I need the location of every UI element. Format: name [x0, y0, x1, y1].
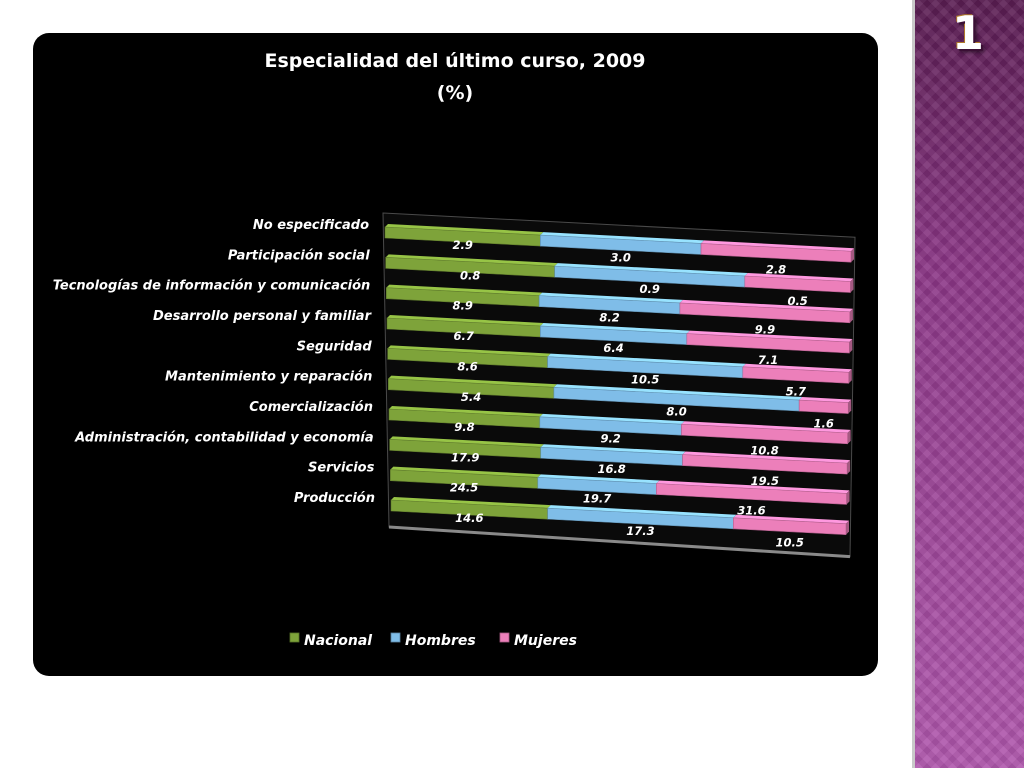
bar-nacional-servicios-top: [390, 466, 541, 478]
bar-nacional-participacion-social-top: [385, 254, 558, 267]
value-label-nacional-seguridad: 8.6: [457, 359, 477, 373]
chart-panel: Especialidad del último curso, 2009 (%) …: [33, 33, 878, 676]
value-label-hombres-administracion-contabilidad-y-economia: 16.8: [597, 462, 625, 476]
category-label-no-especificado: No especificado: [253, 218, 369, 233]
category-label-mantenimiento-y-reparacion: Mantenimiento y reparación: [165, 370, 372, 385]
bar-mujeres-seguridad-top: [742, 363, 852, 373]
side-decorative-stripe: [912, 0, 1024, 768]
bar-nacional-comercializacion-top: [389, 406, 543, 417]
value-label-hombres-desarrollo-personal-y-familiar: 6.4: [603, 341, 623, 355]
chart: Especialidad del último curso, 2009 (%) …: [53, 50, 856, 649]
bar-hombres-desarrollo-personal-y-familiar-top: [540, 322, 690, 334]
value-label-mujeres-administracion-contabilidad-y-economia: 19.5: [751, 474, 779, 488]
value-label-mujeres-desarrollo-personal-y-familiar: 7.1: [758, 353, 778, 367]
chart-title: Especialidad del último curso, 2009: [265, 50, 646, 72]
bar-mujeres-mantenimiento-y-reparacion-top: [799, 397, 852, 403]
bar-end-cap-administracion-contabilidad-y-economia: [847, 460, 851, 475]
bar-mujeres-desarrollo-personal-y-familiar-top: [686, 330, 853, 343]
legend-label-hombres: Hombres: [405, 633, 476, 649]
value-label-nacional-produccion: 14.6: [455, 511, 483, 525]
bar-hombres-seguridad-top: [547, 353, 746, 367]
value-label-nacional-tecnologias-de-informacion-y-comunicacion: 8.9: [453, 299, 473, 313]
value-label-hombres-produccion: 17.3: [626, 524, 654, 538]
bar-series-group: 2.9 3.0 2.8 0.8 0.9 0.5 8.9 8.2 9.9 6.7 6.4 7.1 8.6 1…: [384, 224, 854, 550]
bar-end-cap-seguridad: [848, 369, 852, 384]
bar-nacional-no-especificado-top: [385, 224, 544, 236]
legend: Nacional Hombres Mujeres: [289, 632, 577, 649]
bar-hombres-participacion-social-top: [554, 263, 748, 277]
plot-floor-edge: [388, 525, 851, 559]
legend-swatch-mujeres: [499, 632, 510, 643]
category-label-participacion-social: Participación social: [228, 248, 370, 263]
bar-end-cap-desarrollo-personal-y-familiar: [849, 339, 853, 354]
legend-label-nacional: Nacional: [304, 633, 372, 649]
bar-nacional-mantenimiento-y-reparacion-top: [388, 375, 557, 388]
bar-mujeres-produccion: [733, 517, 847, 535]
bar-nacional-desarrollo-personal-y-familiar-top: [387, 315, 544, 326]
bar-end-cap-tecnologias-de-informacion-y-comunicacion: [849, 308, 853, 323]
value-label-mujeres-comercializacion: 10.8: [750, 444, 778, 458]
bar-end-cap-no-especificado: [851, 248, 854, 263]
bar-end-cap-comercializacion: [847, 429, 851, 444]
bar-hombres-produccion-top: [547, 505, 737, 518]
value-label-hombres-participacion-social: 0.9: [640, 282, 660, 296]
slide-number: 1: [951, 6, 984, 60]
value-label-hombres-comercializacion: 9.2: [600, 432, 620, 446]
bar-hombres-comercializacion-top: [539, 413, 685, 425]
value-label-mujeres-tecnologias-de-informacion-y-comunicacion: 9.9: [755, 322, 775, 336]
value-label-hombres-servicios: 19.7: [583, 491, 611, 505]
bar-nacional-tecnologias-de-informacion-y-comunicacion-top: [386, 284, 543, 296]
value-label-nacional-participacion-social: 0.8: [460, 269, 480, 283]
bar-end-cap-participacion-social: [850, 278, 854, 293]
bar-hombres-no-especificado-top: [540, 232, 705, 244]
category-label-desarrollo-personal-y-familiar: Desarrollo personal y familiar: [153, 309, 373, 324]
legend-swatch-hombres: [390, 632, 401, 643]
value-label-hombres-no-especificado: 3.0: [610, 250, 630, 264]
value-label-nacional-administracion-contabilidad-y-economia: 17.9: [451, 450, 479, 464]
bar-mujeres-mantenimiento-y-reparacion: [798, 399, 849, 414]
bar-mujeres-servicios-top: [656, 480, 850, 494]
bar-nacional-seguridad-top: [387, 345, 551, 357]
bar-hombres-tecnologias-de-informacion-y-comunicacion-top: [539, 292, 683, 303]
category-label-seguridad: Seguridad: [297, 339, 373, 354]
legend-label-mujeres: Mujeres: [514, 633, 577, 649]
bar-end-cap-produccion: [846, 520, 849, 535]
chart-subtitle: (%): [437, 82, 473, 104]
bar-nacional-administracion-contabilidad-y-economia-top: [389, 436, 544, 448]
bar-end-cap-servicios: [846, 490, 850, 505]
value-label-hombres-seguridad: 10.5: [631, 373, 659, 387]
bar-hombres-mantenimiento-y-reparacion-top: [553, 384, 803, 401]
value-label-mujeres-produccion: 10.5: [775, 536, 803, 550]
bar-hombres-administracion-contabilidad-y-economia-top: [540, 444, 686, 455]
value-label-mujeres-servicios: 31.6: [737, 503, 765, 517]
bar-mujeres-produccion-top: [733, 514, 849, 524]
value-label-mujeres-mantenimiento-y-reparacion: 1.6: [814, 416, 834, 430]
category-label-produccion: Producción: [294, 491, 375, 506]
category-label-administracion-contabilidad-y-economia: Administración, contabilidad y economía: [74, 430, 374, 445]
value-label-mujeres-seguridad: 5.7: [786, 385, 806, 399]
bar-end-cap-mantenimiento-y-reparacion: [848, 399, 852, 414]
bar-mujeres-administracion-contabilidad-y-economia-top: [682, 451, 851, 464]
category-labels: No especificado Participación social Tecno…: [53, 218, 375, 506]
bar-mujeres-participacion-social-top: [744, 273, 854, 282]
legend-swatch-nacional: [289, 632, 300, 643]
value-label-nacional-desarrollo-personal-y-familiar: 6.7: [453, 329, 473, 343]
category-label-servicios: Servicios: [308, 461, 375, 476]
value-label-mujeres-participacion-social: 0.5: [787, 294, 807, 308]
value-label-nacional-servicios: 24.5: [450, 481, 478, 495]
bar-mujeres-tecnologias-de-informacion-y-comunicacion-top: [679, 299, 853, 312]
bar-mujeres-no-especificado-top: [701, 240, 854, 252]
value-label-nacional-mantenimiento-y-reparacion: 5.4: [461, 390, 481, 404]
value-label-hombres-tecnologias-de-informacion-y-comunicacion: 8.2: [599, 310, 619, 324]
value-label-hombres-mantenimiento-y-reparacion: 8.0: [666, 405, 686, 419]
bar-mujeres-comercializacion-top: [681, 421, 851, 433]
value-label-nacional-comercializacion: 9.8: [454, 420, 474, 434]
value-label-mujeres-no-especificado: 2.8: [766, 262, 786, 276]
value-label-nacional-no-especificado: 2.9: [452, 238, 472, 252]
bar-nacional-produccion-top: [391, 497, 551, 509]
bar-hombres-servicios-top: [537, 474, 660, 484]
category-label-tecnologias-de-informacion-y-comunicacion: Tecnologías de información y comunicació…: [53, 279, 371, 294]
category-label-comercializacion: Comercialización: [249, 400, 373, 415]
